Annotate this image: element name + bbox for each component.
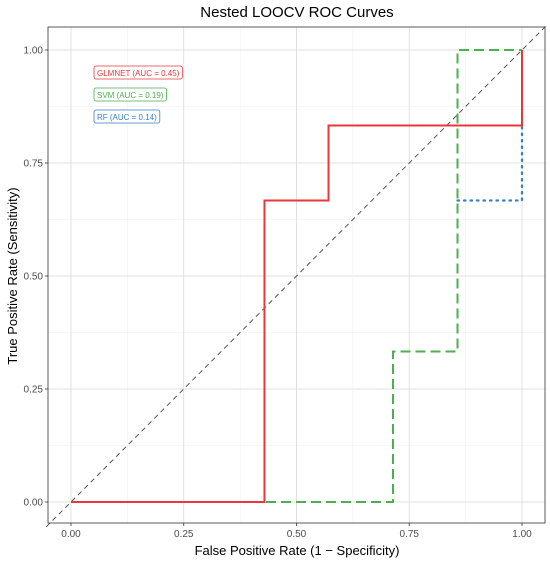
y-tick-label: 1.00 (24, 46, 44, 57)
y-tick-label: 0.50 (24, 272, 44, 283)
chart-title: Nested LOOCV ROC Curves (200, 4, 393, 21)
legend: GLMNET (AUC = 0.45) SVM (AUC = 0.19) RF (A… (93, 65, 183, 124)
legend-item-glmnet: GLMNET (AUC = 0.45) (93, 65, 183, 80)
series-line-svm (71, 49, 522, 503)
x-axis-ticks: 0.00 0.25 0.50 0.75 1.00 (61, 523, 532, 540)
y-tick-label: 0.00 (24, 498, 44, 509)
legend-item-rf: RF (AUC = 0.14) (93, 109, 161, 124)
legend-label: GLMNET (AUC = 0.45) (97, 69, 180, 78)
y-tick-label: 0.75 (24, 159, 44, 170)
series-line-rf (456, 124, 524, 202)
grid (48, 27, 545, 523)
legend-box (93, 87, 167, 102)
y-axis-ticks: 0.00 0.25 0.50 0.75 1.00 (24, 46, 48, 509)
legend-item-svm: SVM (AUC = 0.19) (93, 87, 167, 102)
series-line-glmnet (71, 50, 523, 503)
x-axis-title: False Positive Rate (1 − Specificity) (195, 543, 400, 558)
y-axis-title: True Positive Rate (Sensitivity) (5, 187, 20, 364)
reference-diagonal (45, 24, 548, 528)
legend-label: RF (AUC = 0.14) (97, 113, 157, 122)
x-tick-label: 0.50 (287, 529, 307, 540)
legend-label: SVM (AUC = 0.19) (97, 91, 164, 100)
x-tick-label: 0.25 (174, 529, 194, 540)
reference-line (45, 24, 548, 528)
x-tick-label: 1.00 (512, 529, 532, 540)
series-lines (71, 49, 524, 503)
x-tick-label: 0.75 (400, 529, 420, 540)
legend-box (93, 109, 161, 124)
legend-box (93, 65, 183, 80)
x-tick-label: 0.00 (61, 529, 81, 540)
y-tick-label: 0.25 (24, 385, 44, 396)
